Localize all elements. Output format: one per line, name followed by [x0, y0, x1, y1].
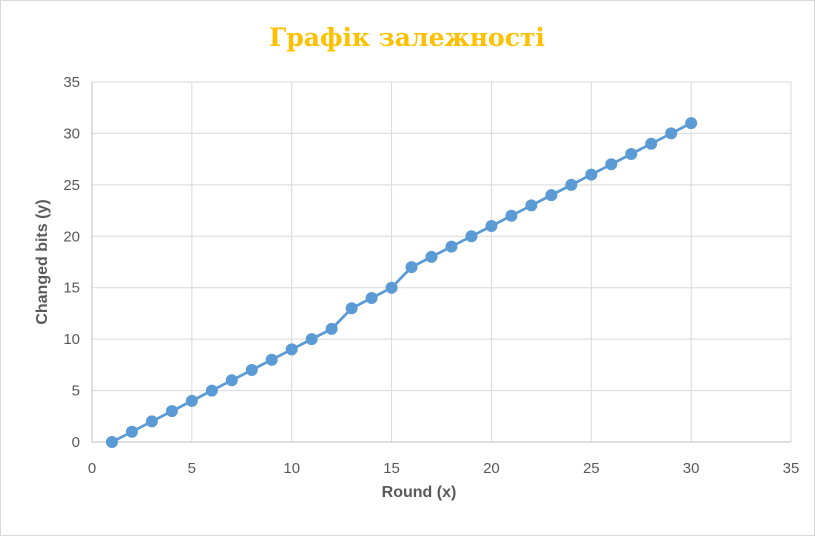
- data-point: [525, 199, 538, 212]
- series-line-layer: [111, 121, 692, 444]
- x-tick-label: 25: [583, 460, 600, 477]
- x-axis-title: Round (x): [382, 484, 457, 501]
- grid-lines: [92, 81, 792, 442]
- data-point: [425, 250, 438, 263]
- data-point: [505, 209, 518, 222]
- y-tick-label: 5: [72, 383, 80, 400]
- data-point: [545, 189, 558, 202]
- data-point: [685, 117, 698, 130]
- data-markers: [105, 117, 698, 448]
- data-point: [185, 394, 198, 407]
- y-tick-label: 35: [63, 74, 80, 91]
- x-tick-labels: 0 5 10 15 20 25 30 35: [88, 460, 800, 477]
- chart-title: Графік залежності: [269, 23, 545, 52]
- y-tick-label: 0: [72, 434, 80, 451]
- data-point: [485, 220, 498, 232]
- y-tick-label: 25: [63, 177, 80, 194]
- data-point: [265, 353, 278, 366]
- data-point: [565, 178, 578, 191]
- series-line: [111, 121, 692, 444]
- data-point: [445, 240, 458, 253]
- data-point: [625, 148, 638, 160]
- data-point: [385, 281, 398, 294]
- data-point: [585, 168, 598, 181]
- data-point: [225, 374, 238, 387]
- y-tick-label: 15: [63, 280, 80, 297]
- y-tick-label: 30: [63, 125, 80, 142]
- y-tick-label: 10: [63, 331, 80, 348]
- data-point: [125, 425, 138, 438]
- data-point: [405, 261, 418, 274]
- x-tick-label: 35: [783, 460, 800, 477]
- data-point: [325, 322, 338, 335]
- data-point: [245, 364, 258, 376]
- data-point: [605, 158, 618, 171]
- x-tick-label: 15: [383, 460, 400, 477]
- y-tick-label: 20: [63, 228, 80, 245]
- axes: [91, 82, 791, 443]
- data-point: [165, 405, 178, 418]
- data-point: [285, 343, 298, 356]
- x-tick-label: 0: [88, 460, 96, 477]
- x-tick-label: 10: [283, 460, 300, 477]
- data-point: [105, 436, 118, 448]
- data-point: [365, 292, 378, 304]
- data-point: [345, 302, 358, 315]
- y-tick-labels: 0 5 10 15 20 25 30 35: [63, 74, 80, 451]
- data-point: [465, 230, 478, 243]
- data-point: [645, 137, 658, 150]
- x-tick-label: 30: [683, 460, 700, 477]
- x-tick-label: 5: [188, 460, 196, 477]
- x-tick-label: 20: [483, 460, 500, 477]
- y-axis-title: Changed bits (y): [34, 199, 51, 324]
- data-point: [305, 333, 318, 346]
- data-point: [665, 127, 678, 140]
- data-point: [145, 415, 158, 428]
- data-point: [205, 384, 218, 397]
